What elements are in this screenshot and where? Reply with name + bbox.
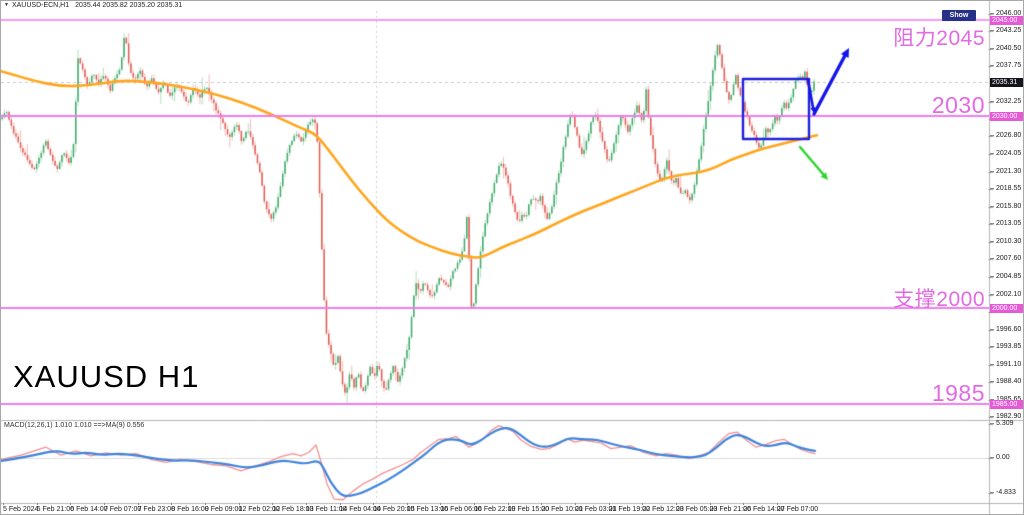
price-tick-label: 1993.85 — [989, 343, 1022, 351]
price-tick-label: 2013.05 — [989, 220, 1022, 228]
price-tick-label: 1988.40 — [989, 378, 1022, 386]
price-level-badge: 2030.00 — [990, 111, 1023, 121]
price-tick-label: 2032.25 — [989, 97, 1022, 105]
price-tick-label: 2015.80 — [989, 202, 1022, 210]
macd-axis-label: -4.833 — [990, 488, 1016, 496]
price-level-badge: 2000.00 — [990, 303, 1023, 313]
time-axis-label: 12 Feb 02:00 — [238, 503, 280, 513]
time-axis-label: 14 Feb 20:00 — [373, 503, 415, 513]
macd-axis-label: 0.00 — [990, 454, 1010, 461]
time-axis-label: 19 Feb 15:00 — [507, 503, 550, 513]
time-axis-label: 5 Feb 2024 — [3, 503, 39, 513]
time-axis[interactable]: 5 Feb 2024 5 Feb 21:00 6 Feb 14:00 7 Feb 07… — [1, 503, 989, 514]
price-tick-label: 1982.90 — [989, 413, 1022, 421]
price-tick-label: 2007.60 — [989, 255, 1022, 263]
price-tick-label: 2040.50 — [989, 44, 1022, 52]
time-axis-label: 26 Feb 14:00 — [743, 503, 785, 513]
level-2030-annotation-label[interactable]: 2030 — [931, 92, 985, 118]
time-axis-label: 22 Feb 12:00 — [642, 503, 684, 513]
time-axis-label: 16 Feb 06:00 — [440, 503, 482, 513]
price-tick-label: 2026.80 — [989, 132, 1022, 140]
current-price-badge: 2035.31 — [990, 77, 1023, 87]
macd-axis-label: 5.309 — [990, 420, 1014, 427]
price-level-badge: 1985.00 — [990, 399, 1023, 409]
symbol-watermark-text[interactable]: XAUUSD H1 — [13, 359, 200, 394]
time-axis-label: 21 Feb 19:00 — [608, 503, 650, 513]
price-level-badge: 2045.00 — [990, 15, 1023, 25]
chart-title-bar[interactable]: ▼ XAUUSD-ECN,H1 2035.44 2035.82 2035.20 20… — [4, 2, 182, 9]
chevron-down-icon[interactable]: ▼ — [4, 2, 9, 8]
price-tick-label: 2043.25 — [989, 27, 1022, 35]
macd-indicator-label: MACD(12,26,1) 1.010 1.010 ==>MA(9) 0.556 — [4, 422, 145, 429]
price-axis[interactable]: 2046.002043.252040.502037.752032.252029.… — [989, 1, 1023, 503]
time-axis-label: 21 Feb 03:00 — [575, 503, 617, 513]
time-axis-label: 13 Feb 11:00 — [305, 503, 347, 513]
time-axis-label: 7 Feb 23:00 — [137, 503, 175, 513]
price-tick-label: 2002.10 — [989, 290, 1022, 298]
price-tick-label: 2018.55 — [989, 185, 1022, 193]
time-axis-label: 14 Feb 04:00 — [339, 503, 381, 513]
level-1985-annotation-label[interactable]: 1985 — [931, 380, 985, 406]
price-tick-label: 1991.10 — [989, 360, 1022, 368]
price-tick-label: 2037.75 — [989, 62, 1022, 70]
price-tick-label: 2021.30 — [989, 167, 1022, 175]
symbol-period-label: XAUUSD-ECN,H1 — [11, 2, 70, 9]
time-axis-label: 16 Feb 22:00 — [474, 503, 516, 513]
time-axis-label: 27 Feb 07:00 — [776, 503, 819, 513]
time-axis-label: 20 Feb 10:00 — [541, 503, 583, 513]
time-axis-label: 23 Feb 21:00 — [709, 503, 751, 513]
time-axis-label: 8 Feb 16:00 — [171, 503, 209, 513]
time-axis-label: 5 Feb 21:00 — [36, 503, 75, 513]
resistance-annotation-label[interactable]: 阻力2045 — [893, 27, 985, 50]
price-tick-label: 2046.00 — [989, 9, 1022, 17]
time-axis-label: 9 Feb 09:00 — [204, 503, 243, 513]
price-tick-label: 1996.60 — [989, 325, 1022, 333]
price-tick-label: 2010.30 — [989, 238, 1022, 246]
time-axis-label: 7 Feb 07:00 — [103, 503, 142, 513]
time-axis-label: 23 Feb 05:00 — [676, 503, 718, 513]
price-tick-label: 2004.85 — [989, 272, 1022, 280]
support-annotation-label[interactable]: 支撑2000 — [893, 288, 985, 311]
price-tick-label: 2024.05 — [989, 150, 1022, 158]
ohlc-quote-values: 2035.44 2035.82 2035.20 2035.31 — [75, 2, 183, 9]
price-tick-label: 1985.65 — [989, 396, 1021, 404]
time-axis-label: 6 Feb 14:00 — [70, 503, 108, 513]
time-axis-label: 12 Feb 18:00 — [272, 503, 314, 513]
time-axis-label: 15 Feb 13:00 — [406, 503, 449, 513]
show-button[interactable]: Show — [942, 10, 976, 21]
